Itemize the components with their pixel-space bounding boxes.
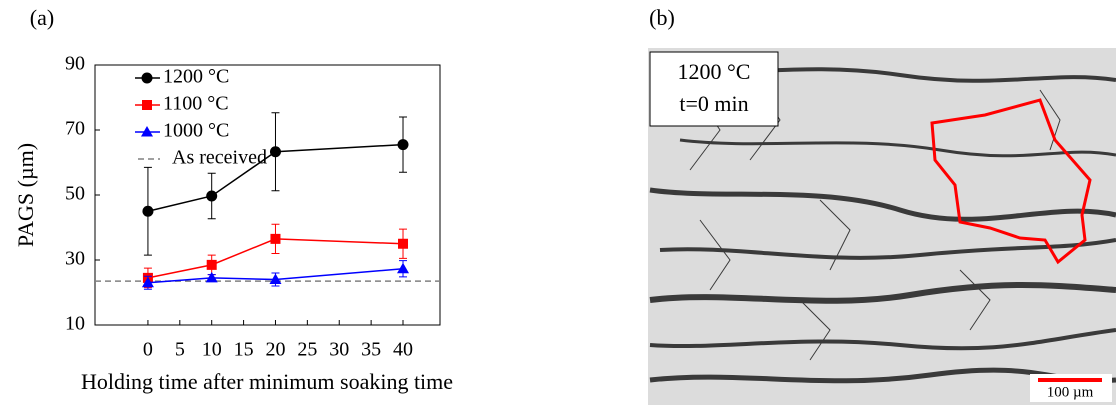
x-tick-label: 15: [234, 339, 254, 361]
legend-label: 1100 °C: [163, 93, 229, 115]
x-tick-label: 0: [143, 339, 153, 361]
x-tick-label: 25: [297, 339, 317, 361]
point: [397, 262, 410, 274]
x-tick-label: 35: [361, 339, 381, 361]
point: [206, 259, 217, 270]
point: [270, 233, 281, 244]
micrograph: 1200 °C t=0 min 100 µm: [648, 48, 1116, 405]
point: [142, 205, 154, 217]
x-tick-label: 5: [175, 339, 185, 361]
y-tick-label: 30: [65, 248, 85, 270]
grain-outline: [930, 98, 1092, 265]
series-line: [147, 268, 404, 284]
x-axis-label: Holding time after minimum soaking time: [81, 369, 453, 394]
y-axis-label: PAGS (µm): [13, 143, 38, 247]
point: [141, 72, 153, 84]
scale-label: 100 µm: [1047, 384, 1094, 400]
y-tick-label: 50: [65, 183, 85, 205]
x-tick-label: 10: [202, 339, 222, 361]
y-tick-label: 10: [65, 313, 85, 335]
point: [269, 273, 282, 284]
x-tick-label: 30: [329, 339, 349, 361]
point: [269, 146, 281, 158]
point: [398, 238, 409, 249]
point: [205, 271, 218, 283]
caption-line: 1200 °C: [678, 59, 751, 84]
legend-label: As received: [172, 147, 267, 169]
point: [141, 276, 154, 288]
point: [206, 190, 218, 202]
x-tick-label: 40: [393, 339, 413, 361]
caption-box: [649, 51, 779, 127]
x-tick-label: 20: [265, 339, 285, 361]
y-tick-label: 70: [65, 118, 85, 140]
point: [142, 100, 152, 110]
caption-line: t=0 min: [679, 91, 748, 116]
point: [141, 126, 153, 137]
point: [397, 139, 409, 151]
series-line: [147, 143, 404, 212]
panel-label: (a): [30, 5, 54, 30]
series-line: [147, 238, 404, 279]
legend-label: 1000 °C: [163, 120, 229, 142]
legend-label: 1200 °C: [163, 66, 229, 88]
y-tick-label: 90: [65, 53, 85, 75]
panel-label: (b): [649, 5, 675, 30]
